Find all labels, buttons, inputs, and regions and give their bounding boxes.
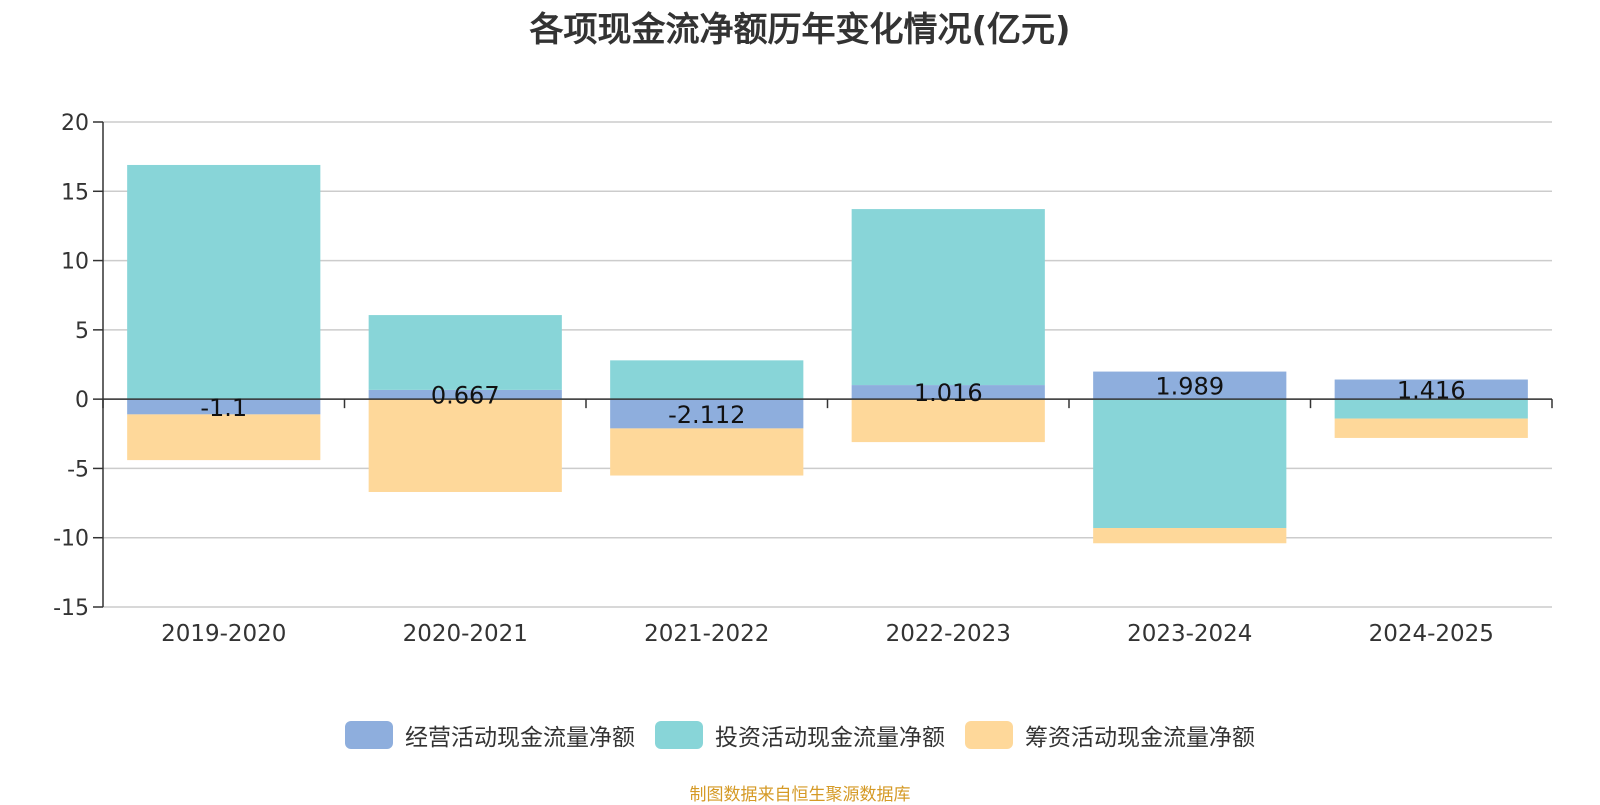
- y-tick-label: 10: [61, 250, 89, 275]
- bar-3-2020-2021: [368, 399, 562, 492]
- y-tick-label: 20: [61, 111, 89, 136]
- data-label: 1.989: [1155, 372, 1224, 400]
- data-label: 0.667: [431, 382, 500, 410]
- y-tick-label: 15: [61, 180, 89, 205]
- chart-title: 各项现金流净额历年变化情况(亿元): [529, 10, 1071, 50]
- category-label: 2024-2025: [1369, 621, 1494, 647]
- legend-label: 经营活动现金流量净额: [405, 725, 635, 751]
- data-label: 1.016: [914, 379, 983, 407]
- bar-1-2022-2023: [851, 385, 1045, 400]
- bar-2-2022-2023: [851, 209, 1045, 386]
- bar-1-2021-2022: [610, 399, 804, 429]
- bar-3-2021-2022: [610, 428, 804, 476]
- bar-1-2024-2025: [1334, 379, 1528, 400]
- bar-1-2019-2020: [127, 399, 321, 415]
- category-label: 2019-2020: [161, 621, 286, 647]
- y-tick-label: -10: [53, 527, 89, 552]
- legend-label: 筹资活动现金流量净额: [1025, 725, 1255, 751]
- bar-3-2022-2023: [851, 399, 1045, 443]
- data-label: -1.1: [200, 394, 247, 422]
- bar-1-2020-2021: [368, 389, 562, 400]
- data-label: 1.416: [1397, 376, 1466, 404]
- bar-2-2019-2020: [127, 164, 321, 400]
- legend: 经营活动现金流量净额 投资活动现金流量净额 筹资活动现金流量净额: [0, 718, 1600, 752]
- bar-1-2023-2024: [1093, 371, 1287, 400]
- axes: [93, 121, 1553, 608]
- y-tick-label: -5: [67, 457, 89, 482]
- bars: [127, 164, 1528, 544]
- category-label: 2022-2023: [886, 621, 1011, 647]
- legend-label: 投资活动现金流量净额: [715, 725, 945, 751]
- category-label: 2023-2024: [1127, 621, 1252, 647]
- y-tick-label: -15: [53, 596, 89, 621]
- category-label: 2021-2022: [644, 621, 769, 647]
- bar-3-2023-2024: [1093, 528, 1287, 544]
- legend-item-3[interactable]: 筹资活动现金流量净额: [965, 718, 1255, 752]
- source-note: 制图数据来自恒生聚源数据库: [689, 785, 911, 805]
- legend-item-1[interactable]: 经营活动现金流量净额: [345, 718, 635, 752]
- data-label: -2.112: [668, 401, 745, 429]
- category-label: 2020-2021: [403, 621, 528, 647]
- y-tick-label: 0: [75, 388, 89, 413]
- bar-2-2023-2024: [1093, 399, 1287, 529]
- bar-3-2024-2025: [1334, 418, 1528, 438]
- bar-2-2024-2025: [1334, 399, 1528, 419]
- legend-swatch: [655, 721, 703, 749]
- legend-swatch: [965, 721, 1013, 749]
- legend-item-2[interactable]: 投资活动现金流量净额: [655, 718, 945, 752]
- y-tick-label: 5: [75, 319, 89, 344]
- bar-2-2020-2021: [368, 315, 562, 390]
- chart-plot: 20 15 10 5 0 -5 -10 -15 2019-2020 2020-2021 2021-2…: [53, 111, 1553, 647]
- bar-2-2021-2022: [610, 360, 804, 400]
- labels: 20 15 10 5 0 -5 -10 -15 2019-2020 2020-2021 2021-2…: [53, 111, 1494, 647]
- legend-swatch: [345, 721, 393, 749]
- bar-3-2019-2020: [127, 414, 321, 461]
- grid-lines: [103, 121, 1552, 608]
